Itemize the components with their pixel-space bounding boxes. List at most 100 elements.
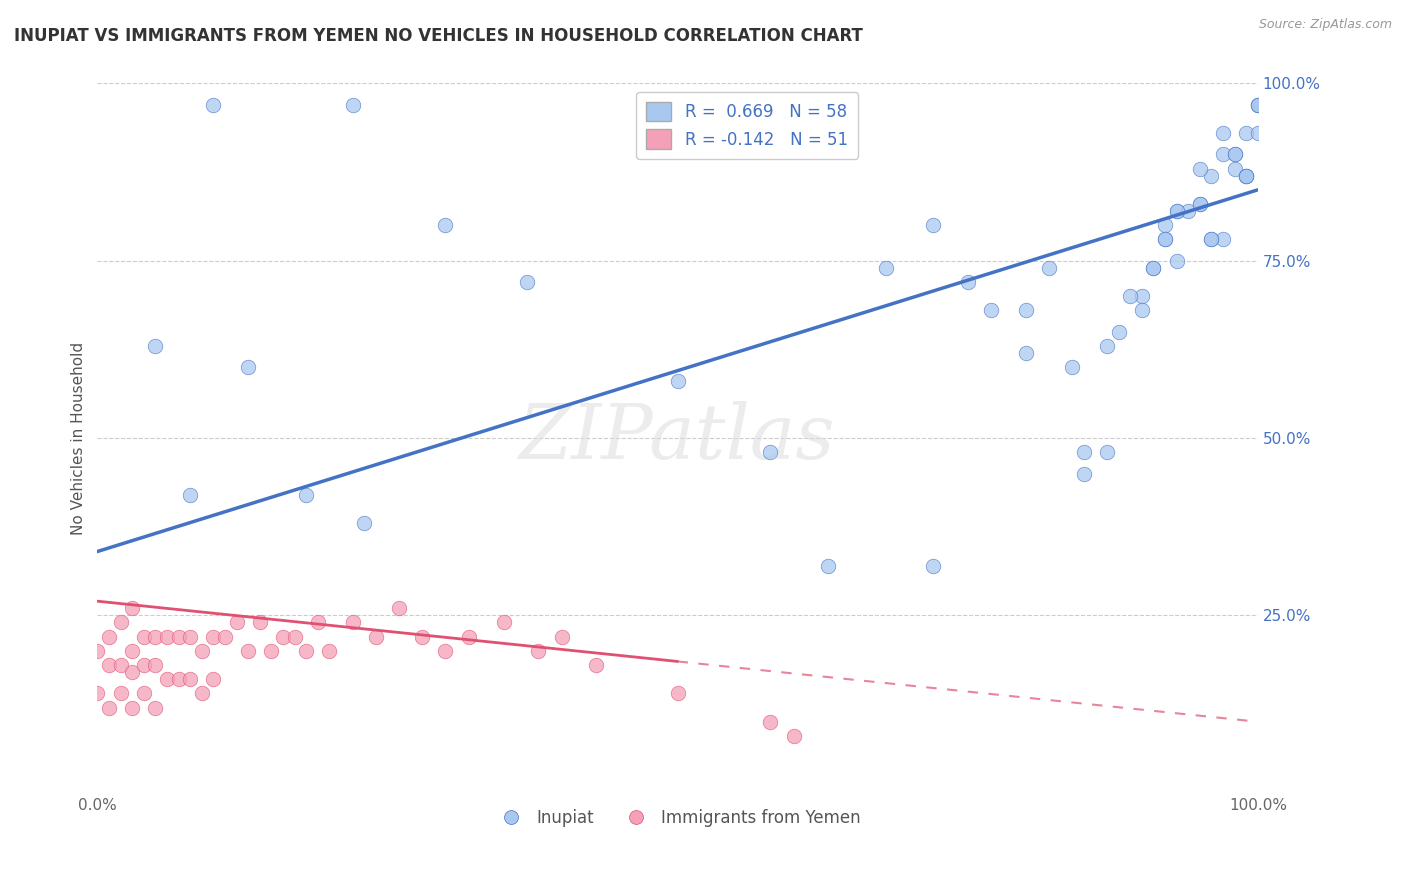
Point	[1223, 161, 1246, 176]
Point	[271, 630, 294, 644]
Point	[1166, 204, 1188, 219]
Point	[238, 644, 260, 658]
Point	[434, 644, 457, 658]
Point	[1015, 303, 1038, 318]
Point	[1142, 260, 1164, 275]
Point	[202, 97, 225, 112]
Point	[1212, 147, 1234, 161]
Point	[1166, 204, 1188, 219]
Y-axis label: No Vehicles in Household: No Vehicles in Household	[72, 342, 86, 534]
Point	[295, 644, 318, 658]
Point	[1095, 445, 1118, 459]
Point	[666, 374, 689, 388]
Point	[1188, 161, 1211, 176]
Point	[782, 729, 804, 743]
Point	[318, 644, 340, 658]
Point	[492, 615, 515, 630]
Point	[1212, 232, 1234, 246]
Point	[191, 644, 214, 658]
Point	[353, 516, 375, 530]
Point	[1212, 126, 1234, 140]
Point	[132, 686, 155, 700]
Point	[1154, 232, 1177, 246]
Point	[922, 558, 945, 573]
Point	[1130, 289, 1153, 303]
Point	[759, 714, 782, 729]
Point	[1154, 232, 1177, 246]
Point	[145, 658, 167, 673]
Legend: Inupiat, Immigrants from Yemen: Inupiat, Immigrants from Yemen	[488, 803, 868, 834]
Point	[1015, 346, 1038, 360]
Point	[1201, 232, 1223, 246]
Point	[167, 672, 190, 686]
Point	[1247, 97, 1270, 112]
Point	[1073, 445, 1095, 459]
Point	[145, 700, 167, 714]
Point	[1188, 197, 1211, 211]
Point	[97, 658, 120, 673]
Point	[86, 644, 108, 658]
Point	[1234, 126, 1257, 140]
Point	[922, 219, 945, 233]
Point	[875, 260, 897, 275]
Point	[1223, 147, 1246, 161]
Point	[1201, 169, 1223, 183]
Point	[167, 630, 190, 644]
Point	[516, 275, 538, 289]
Point	[550, 630, 572, 644]
Point	[179, 672, 201, 686]
Point	[145, 339, 167, 353]
Point	[156, 672, 179, 686]
Point	[1234, 169, 1257, 183]
Point	[1201, 232, 1223, 246]
Point	[202, 630, 225, 644]
Point	[202, 672, 225, 686]
Point	[1062, 360, 1084, 375]
Point	[121, 700, 143, 714]
Point	[179, 488, 201, 502]
Point	[214, 630, 236, 644]
Point	[1177, 204, 1199, 219]
Point	[527, 644, 550, 658]
Point	[121, 644, 143, 658]
Point	[110, 686, 132, 700]
Point	[388, 601, 411, 615]
Point	[1142, 260, 1164, 275]
Point	[1166, 253, 1188, 268]
Point	[307, 615, 329, 630]
Point	[132, 658, 155, 673]
Point	[145, 630, 167, 644]
Point	[1095, 339, 1118, 353]
Point	[1073, 467, 1095, 481]
Point	[1119, 289, 1142, 303]
Point	[97, 700, 120, 714]
Point	[86, 686, 108, 700]
Point	[156, 630, 179, 644]
Point	[411, 630, 433, 644]
Point	[457, 630, 479, 644]
Point	[225, 615, 247, 630]
Point	[284, 630, 307, 644]
Point	[1247, 97, 1270, 112]
Point	[342, 615, 364, 630]
Point	[364, 630, 387, 644]
Point	[1234, 169, 1257, 183]
Point	[666, 686, 689, 700]
Point	[121, 601, 143, 615]
Point	[1223, 147, 1246, 161]
Text: INUPIAT VS IMMIGRANTS FROM YEMEN NO VEHICLES IN HOUSEHOLD CORRELATION CHART: INUPIAT VS IMMIGRANTS FROM YEMEN NO VEHI…	[14, 27, 863, 45]
Point	[295, 488, 318, 502]
Point	[980, 303, 1002, 318]
Point	[110, 615, 132, 630]
Point	[1130, 303, 1153, 318]
Text: ZIPatlas: ZIPatlas	[519, 401, 837, 475]
Point	[817, 558, 839, 573]
Text: Source: ZipAtlas.com: Source: ZipAtlas.com	[1258, 18, 1392, 31]
Point	[1247, 126, 1270, 140]
Point	[1188, 197, 1211, 211]
Point	[956, 275, 979, 289]
Point	[342, 97, 364, 112]
Point	[249, 615, 271, 630]
Point	[179, 630, 201, 644]
Point	[434, 219, 457, 233]
